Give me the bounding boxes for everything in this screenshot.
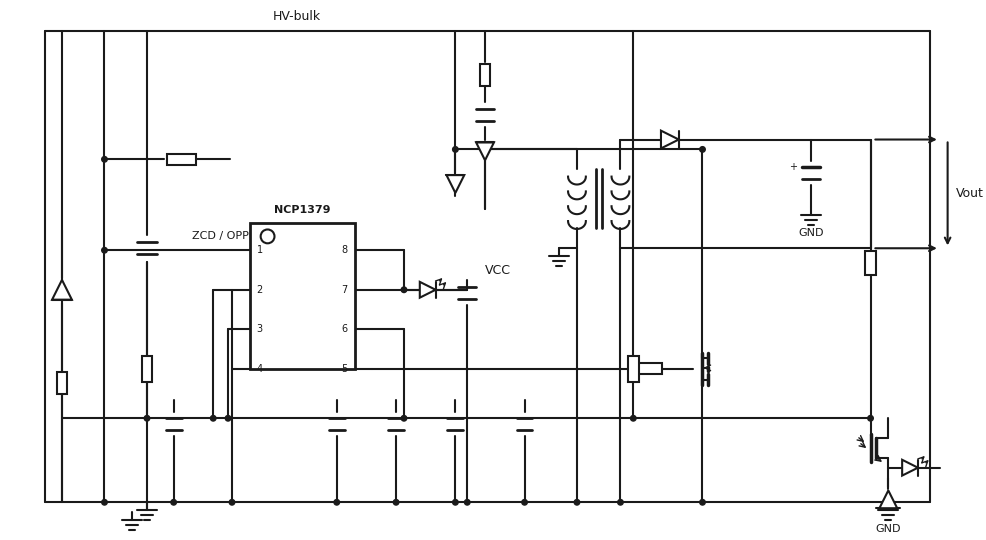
Text: 4: 4 xyxy=(256,364,263,374)
Text: NCP1379: NCP1379 xyxy=(274,205,330,214)
Text: 3: 3 xyxy=(256,325,263,334)
Bar xyxy=(479,64,490,86)
Text: HV-bulk: HV-bulk xyxy=(273,10,321,23)
Circle shape xyxy=(868,415,874,421)
Circle shape xyxy=(700,147,705,152)
Circle shape xyxy=(144,415,150,421)
Bar xyxy=(865,251,876,275)
Text: GND: GND xyxy=(876,524,901,534)
Circle shape xyxy=(700,500,705,505)
Text: 2: 2 xyxy=(256,285,263,295)
Circle shape xyxy=(102,500,107,505)
Bar xyxy=(167,154,196,165)
Circle shape xyxy=(453,500,458,505)
Circle shape xyxy=(260,230,274,244)
Circle shape xyxy=(464,500,470,505)
Circle shape xyxy=(630,415,636,421)
Bar xyxy=(249,222,355,369)
Text: ZCD / OPP: ZCD / OPP xyxy=(192,232,249,241)
Circle shape xyxy=(334,500,339,505)
Text: Vout: Vout xyxy=(955,187,983,200)
Circle shape xyxy=(102,247,107,253)
Text: GND: GND xyxy=(799,228,824,239)
Text: VCC: VCC xyxy=(485,264,511,276)
Polygon shape xyxy=(52,280,72,300)
Circle shape xyxy=(210,415,216,421)
Polygon shape xyxy=(476,143,494,160)
Polygon shape xyxy=(902,460,918,476)
Text: +: + xyxy=(790,162,798,172)
Bar xyxy=(56,372,67,394)
Polygon shape xyxy=(661,131,678,149)
Circle shape xyxy=(229,500,235,505)
Bar xyxy=(628,356,639,382)
Text: 1: 1 xyxy=(256,245,263,255)
Text: 5: 5 xyxy=(341,364,348,374)
Bar xyxy=(634,363,662,374)
Circle shape xyxy=(171,500,176,505)
Circle shape xyxy=(225,415,231,421)
Polygon shape xyxy=(880,490,897,508)
Text: 8: 8 xyxy=(341,245,348,255)
Bar xyxy=(142,356,153,382)
Circle shape xyxy=(393,500,399,505)
Circle shape xyxy=(102,157,107,162)
Polygon shape xyxy=(447,175,464,193)
Circle shape xyxy=(522,500,528,505)
Circle shape xyxy=(574,500,580,505)
Text: 7: 7 xyxy=(341,285,348,295)
Circle shape xyxy=(401,287,407,293)
Text: 6: 6 xyxy=(341,325,348,334)
Circle shape xyxy=(453,147,458,152)
Circle shape xyxy=(401,415,407,421)
Circle shape xyxy=(617,500,623,505)
Polygon shape xyxy=(420,282,436,298)
